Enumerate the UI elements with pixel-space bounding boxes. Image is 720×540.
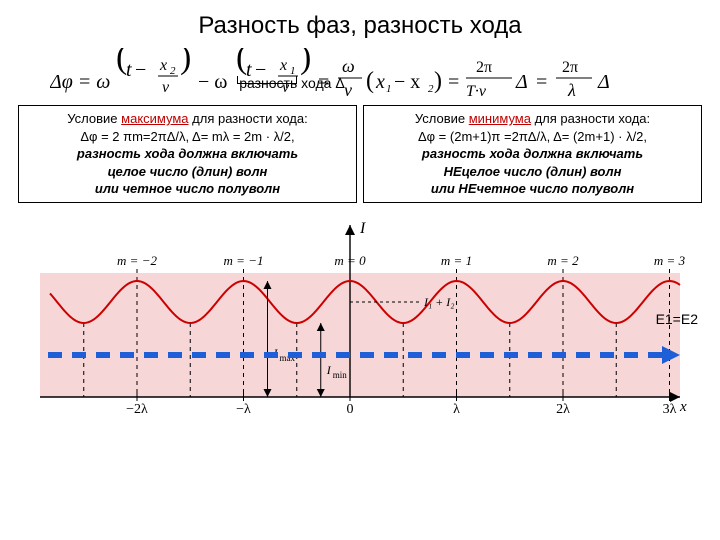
svg-text:(: (: [236, 48, 247, 76]
svg-text:2π: 2π: [476, 59, 492, 76]
svg-text:): ): [300, 48, 311, 76]
svg-text:2λ: 2λ: [556, 402, 570, 417]
svg-text:m = 3: m = 3: [654, 253, 686, 268]
svg-text:min: min: [333, 370, 348, 380]
svg-text:v: v: [344, 80, 352, 100]
svg-text:T·v: T·v: [466, 83, 487, 100]
max-box: Условие максимума для разности хода: Δφ …: [18, 105, 357, 203]
svg-text:m = 0: m = 0: [334, 253, 366, 268]
svg-text:−2λ: −2λ: [126, 402, 148, 417]
svg-text:2π: 2π: [562, 59, 578, 76]
svg-text:=: =: [448, 71, 459, 93]
min-box: Условие минимума для разности хода: Δφ =…: [363, 105, 702, 203]
svg-text:1: 1: [386, 83, 392, 95]
page-title: Разность фаз, разность хода: [0, 0, 720, 48]
svg-text:x: x: [279, 57, 287, 74]
svg-text:m = −2: m = −2: [117, 253, 157, 268]
svg-text:Δ: Δ: [515, 71, 528, 93]
svg-text:): ): [180, 48, 191, 76]
svg-text:Δ: Δ: [597, 71, 610, 93]
svg-text:2: 2: [170, 65, 176, 77]
svg-text:−: −: [135, 59, 146, 81]
svg-text:0: 0: [347, 402, 354, 417]
svg-text:3λ: 3λ: [663, 402, 677, 417]
svg-text:x: x: [679, 399, 687, 415]
svg-text:=: =: [536, 71, 547, 93]
svg-text:m = 2: m = 2: [547, 253, 579, 268]
svg-text:ω: ω: [342, 56, 355, 76]
svg-text:m = −1: m = −1: [224, 253, 264, 268]
svg-text:(: (: [366, 68, 374, 94]
svg-text:): ): [434, 68, 442, 94]
svg-text:−λ: −λ: [236, 402, 251, 417]
interference-chart: Ix −2λ −λ 0 λ 2λ 3λ m = −2 m = −1 m = 0 m = 1 m = 2…: [30, 215, 690, 430]
svg-text:x: x: [159, 57, 167, 74]
svg-text:I: I: [359, 220, 366, 237]
svg-text:I₁ + I₂: I₁ + I₂: [423, 295, 454, 309]
svg-text:m = 1: m = 1: [441, 253, 472, 268]
svg-text:v: v: [162, 79, 170, 96]
svg-text:λ: λ: [453, 402, 460, 417]
svg-text:− x: − x: [394, 71, 420, 93]
svg-text:− ω: − ω: [198, 71, 227, 93]
e1e2-label: E1=E2: [656, 311, 698, 327]
svg-text:Δφ = ω: Δφ = ω: [50, 71, 110, 93]
svg-text:λ: λ: [567, 80, 576, 100]
svg-text:(: (: [116, 48, 127, 76]
svg-text:x: x: [375, 71, 385, 93]
